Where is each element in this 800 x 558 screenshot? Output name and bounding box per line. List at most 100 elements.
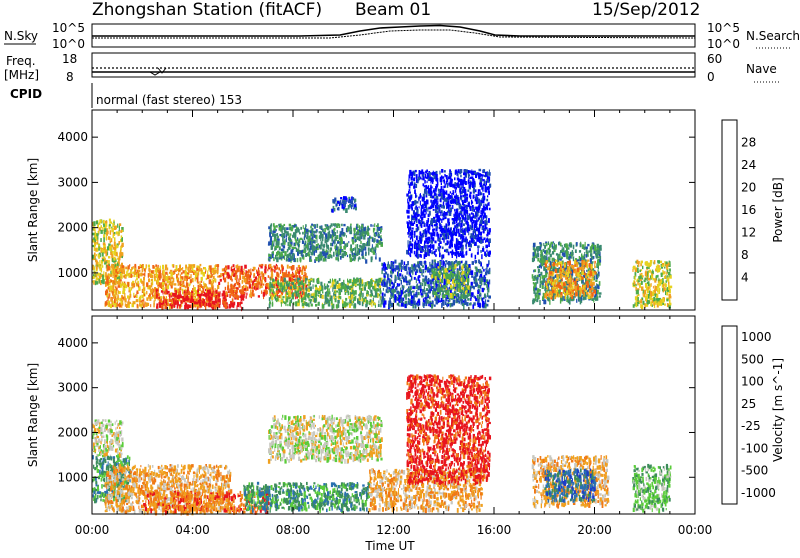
power-cell bbox=[96, 254, 97, 256]
power-cell bbox=[326, 249, 327, 252]
power-cell bbox=[269, 297, 271, 301]
power-cell bbox=[376, 225, 379, 227]
power-cell bbox=[475, 174, 477, 178]
power-cell bbox=[315, 287, 317, 290]
power-cell bbox=[106, 279, 109, 284]
power-cell bbox=[171, 282, 173, 286]
power-cell bbox=[407, 215, 410, 218]
power-cell bbox=[312, 241, 314, 243]
power-cell bbox=[141, 295, 143, 299]
power-cell bbox=[341, 224, 343, 227]
power-cell bbox=[429, 289, 431, 294]
cpid-text: normal (fast stereo) 153 bbox=[96, 93, 242, 107]
power-cell bbox=[343, 241, 345, 244]
power-cell bbox=[331, 255, 332, 258]
power-cell bbox=[100, 238, 102, 242]
power-cell bbox=[224, 295, 226, 299]
power-cell bbox=[335, 236, 337, 241]
power-cell bbox=[269, 232, 271, 237]
power-cell bbox=[438, 189, 440, 194]
power-cell bbox=[395, 275, 397, 280]
power-cell bbox=[247, 287, 249, 291]
power-cell bbox=[156, 294, 158, 298]
power-cell bbox=[194, 296, 196, 298]
power-cell bbox=[424, 180, 426, 184]
power-cell bbox=[326, 240, 329, 243]
power-cell bbox=[233, 275, 236, 277]
power-cell bbox=[276, 288, 278, 290]
power-cell bbox=[343, 224, 345, 226]
power-cell bbox=[213, 292, 214, 296]
power-cell bbox=[274, 231, 276, 234]
power-cell bbox=[489, 280, 491, 285]
power-cell bbox=[276, 299, 277, 302]
power-cell bbox=[409, 280, 412, 282]
power-cell bbox=[375, 257, 377, 260]
power-cell bbox=[425, 237, 428, 242]
power-cell bbox=[458, 253, 460, 257]
power-cell bbox=[200, 281, 201, 286]
power-cell bbox=[200, 303, 201, 308]
power-cell bbox=[408, 293, 410, 297]
power-cell bbox=[322, 291, 323, 293]
power-cell bbox=[380, 242, 382, 244]
power-cell bbox=[284, 278, 286, 283]
power-cell bbox=[303, 285, 304, 290]
power-cell bbox=[290, 233, 292, 236]
power-cell bbox=[384, 264, 386, 269]
power-cell bbox=[481, 254, 482, 259]
power-cell bbox=[198, 300, 200, 304]
power-cell bbox=[162, 265, 164, 269]
power-cell bbox=[208, 268, 209, 271]
power-cell bbox=[425, 276, 428, 281]
power-cell bbox=[118, 285, 120, 287]
power-cell bbox=[242, 286, 243, 289]
power-cell bbox=[374, 223, 375, 227]
power-cell bbox=[92, 281, 93, 283]
power-cell bbox=[338, 249, 340, 254]
power-cell bbox=[426, 170, 428, 172]
power-cell bbox=[109, 224, 111, 226]
power-cell bbox=[139, 303, 141, 307]
power-cell bbox=[194, 287, 196, 292]
power-cell bbox=[324, 232, 325, 235]
power-cell bbox=[457, 298, 459, 302]
power-cell bbox=[405, 304, 407, 308]
power-cell bbox=[385, 272, 387, 275]
power-cell bbox=[424, 297, 426, 299]
power-cell bbox=[156, 306, 158, 309]
power-cell bbox=[305, 292, 307, 297]
nsky-tick-top: 10^5 bbox=[52, 21, 85, 35]
power-cell bbox=[486, 239, 488, 242]
power-cell bbox=[94, 243, 96, 246]
power-cell bbox=[372, 225, 373, 227]
power-cell bbox=[243, 294, 245, 298]
power-cell bbox=[416, 195, 417, 197]
power-cell bbox=[486, 199, 488, 202]
power-cell bbox=[280, 294, 281, 299]
power-cell bbox=[420, 215, 421, 218]
power-cell bbox=[276, 264, 277, 266]
power-cell bbox=[274, 239, 276, 242]
power-cell bbox=[421, 273, 422, 276]
power-cell bbox=[190, 270, 192, 273]
power-cell bbox=[484, 275, 485, 278]
power-cell bbox=[205, 306, 206, 311]
power-cell bbox=[111, 247, 112, 251]
power-cell bbox=[129, 294, 131, 298]
power-cell bbox=[196, 302, 198, 305]
power-cell bbox=[204, 267, 206, 269]
power-cell bbox=[430, 280, 433, 284]
power-cell bbox=[422, 178, 423, 180]
power-cell bbox=[365, 251, 366, 254]
power-cell bbox=[235, 271, 238, 273]
power-cell bbox=[366, 301, 368, 303]
power-cell bbox=[179, 306, 182, 309]
power-cell bbox=[459, 188, 461, 192]
power-cell bbox=[109, 219, 111, 222]
power-cell bbox=[306, 229, 308, 232]
power-cell bbox=[382, 280, 384, 283]
power-cell bbox=[110, 304, 112, 308]
power-cell bbox=[103, 257, 105, 259]
power-cell bbox=[288, 272, 290, 277]
